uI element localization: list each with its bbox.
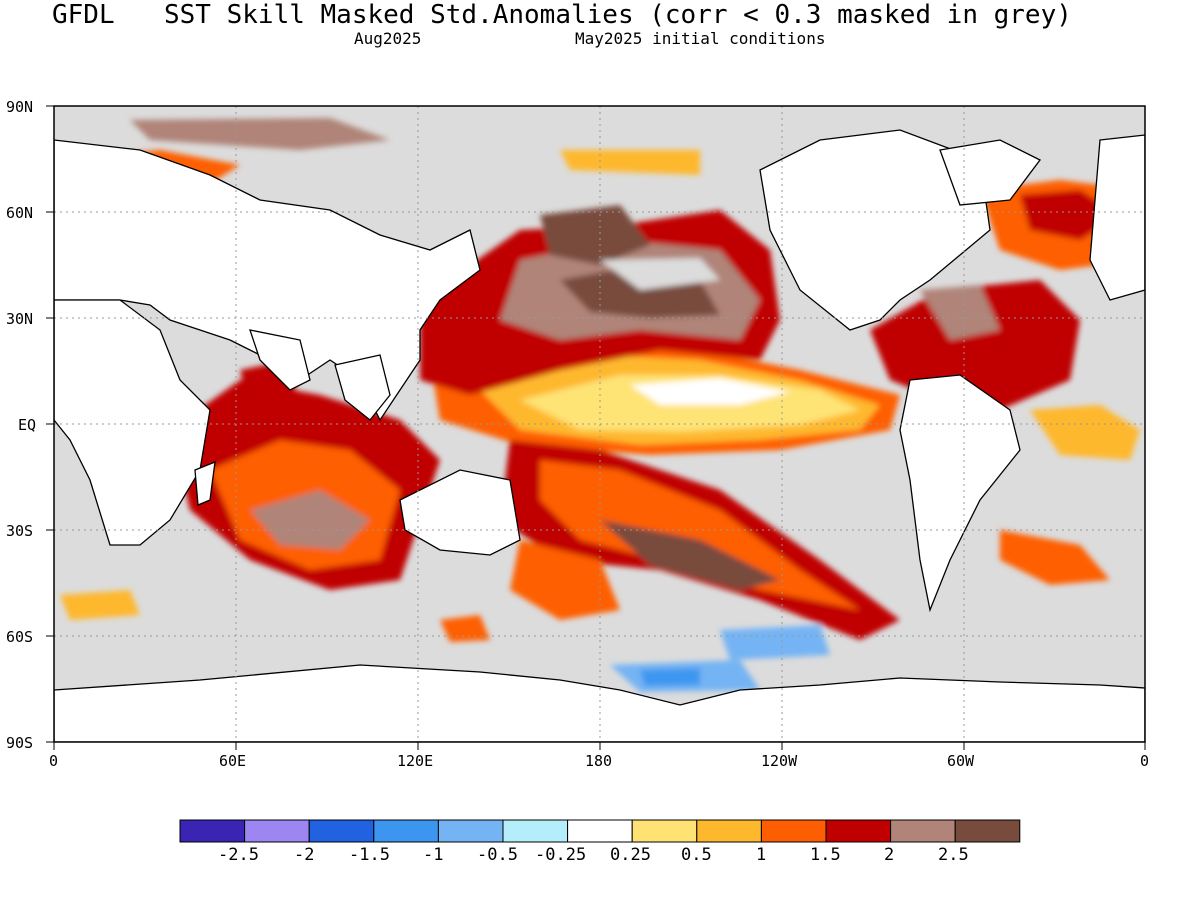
- plot-title: GFDL SST Skill Masked Std.Anomalies (cor…: [0, 0, 1200, 30]
- colorbar-swatch: [696, 819, 762, 843]
- lat-label-90s: 90S: [6, 734, 34, 752]
- colorbar-label: -0.5: [477, 845, 518, 865]
- lon-label-0-right: 0: [1140, 752, 1150, 770]
- colorbar-swatch: [890, 819, 956, 843]
- colorbar-label: -1.5: [349, 845, 390, 865]
- model-name: GFDL: [52, 0, 115, 30]
- colorbar-label: 2: [884, 845, 895, 865]
- anomaly-field: [54, 118, 1145, 742]
- lat-label-60n: 60N: [6, 204, 34, 222]
- colorbar-swatch: [179, 819, 246, 843]
- colorbar: [179, 819, 1021, 843]
- lat-label-eq: EQ: [18, 416, 37, 434]
- colorbar-swatch: [567, 819, 633, 843]
- colorbar-swatch: [954, 819, 1021, 843]
- lon-label-0: 0: [49, 752, 59, 770]
- target-month: Aug2025: [354, 29, 422, 48]
- colorbar-swatch: [373, 819, 439, 843]
- colorbar-swatch: [631, 819, 698, 843]
- colorbar-label: -2: [294, 845, 315, 865]
- colorbar-swatch: [502, 819, 569, 843]
- colorbar-label: 0.25: [610, 845, 651, 865]
- lon-label-60e: 60E: [219, 752, 247, 770]
- colorbar-label: 2.5: [938, 845, 969, 865]
- colorbar-label: -0.25: [535, 845, 587, 865]
- lat-label-30n: 30N: [6, 310, 34, 328]
- lon-label-120e: 120E: [397, 752, 434, 770]
- title-text: SST Skill Masked Std.Anomalies (corr < 0…: [164, 0, 1072, 30]
- land-masses: [54, 129, 1145, 742]
- init-conditions: May2025 initial conditions: [575, 29, 826, 48]
- lat-label-30s: 30S: [6, 522, 34, 540]
- lon-label-60w: 60W: [947, 752, 975, 770]
- colorbar-label: 1.5: [810, 845, 841, 865]
- axis-ticks: [46, 105, 1146, 750]
- colorbar-label: -2.5: [218, 845, 259, 865]
- colorbar-swatch: [308, 819, 375, 843]
- colorbar-label: -1: [423, 845, 444, 865]
- lon-label-120w: 120W: [761, 752, 798, 770]
- colorbar-label: 1: [756, 845, 767, 865]
- lon-label-180: 180: [585, 752, 613, 770]
- lat-label-60s: 60S: [6, 628, 34, 646]
- colorbar-swatch: [760, 819, 827, 843]
- colorbar-swatch: [244, 819, 310, 843]
- graticule: [54, 106, 1145, 742]
- lat-label-90n: 90N: [6, 98, 34, 116]
- colorbar-label: 0.5: [681, 845, 712, 865]
- colorbar-swatch: [825, 819, 892, 843]
- colorbar-swatch: [437, 819, 504, 843]
